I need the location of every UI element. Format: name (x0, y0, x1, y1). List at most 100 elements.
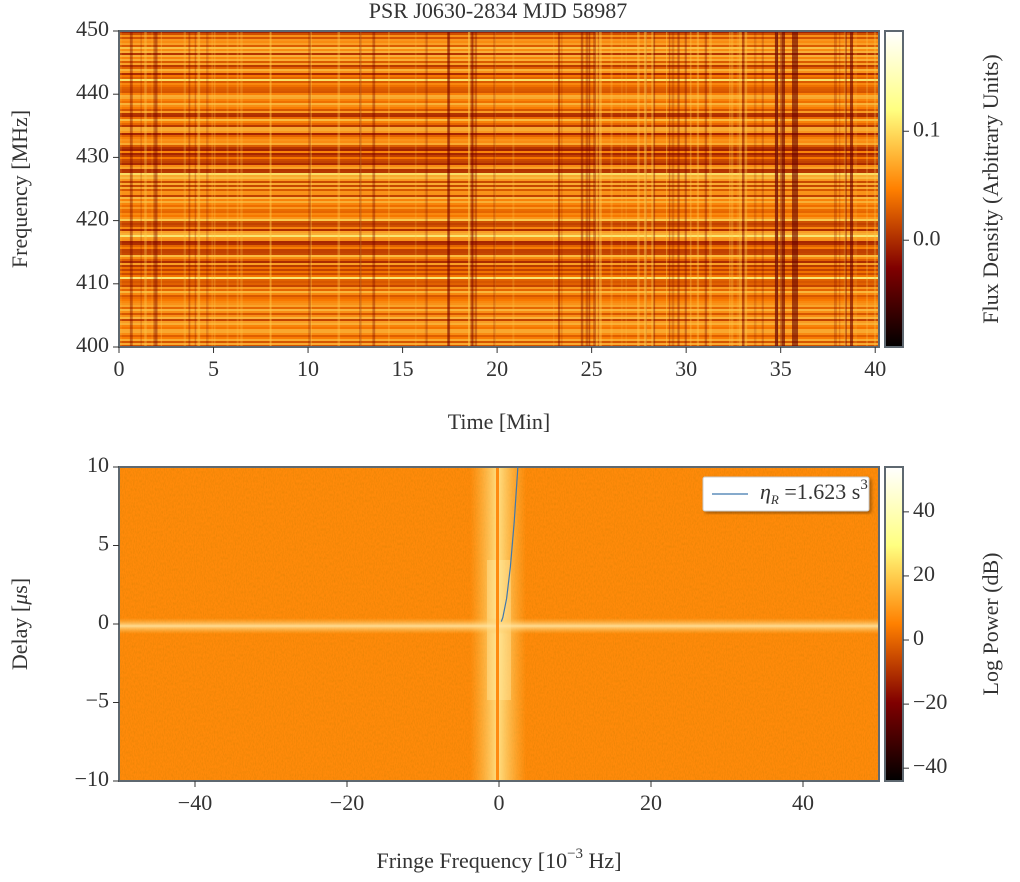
x-tick-label: −20 (330, 790, 364, 815)
heatmap-texture (119, 99, 879, 101)
heatmap-texture (119, 253, 879, 255)
heatmap-texture (729, 31, 731, 347)
y-tick-label: 5 (98, 531, 109, 556)
heatmap-texture (593, 31, 596, 347)
heatmap-texture (739, 31, 742, 347)
heatmap-texture (119, 315, 879, 317)
y-tick-label: 410 (76, 269, 109, 294)
heatmap-texture (119, 303, 879, 305)
heatmap-texture (553, 31, 555, 347)
heatmap-texture (119, 243, 879, 245)
heatmap-texture (119, 135, 879, 137)
heatmap-texture (119, 45, 879, 47)
label-part: μ (7, 594, 32, 606)
axis-label: Delay [μs] (7, 578, 32, 670)
heatmap-texture (119, 277, 879, 279)
heatmap-texture (709, 31, 712, 347)
heatmap-texture (119, 177, 879, 179)
heatmap-texture (468, 31, 471, 347)
heatmap-texture (308, 31, 311, 347)
heatmap-texture (119, 65, 879, 67)
heatmap-texture (119, 97, 879, 99)
heatmap-texture (468, 31, 470, 347)
heatmap-texture (119, 157, 879, 159)
heatmap-texture (833, 31, 837, 347)
y-tick-label: 440 (76, 79, 109, 104)
heatmap-texture (844, 31, 848, 347)
heatmap-texture (689, 31, 692, 347)
x-axis-label: Time [Min] (448, 409, 550, 434)
heatmap-texture (119, 75, 879, 77)
heatmap-texture (119, 43, 879, 45)
heatmap-texture (119, 295, 879, 297)
heatmap-texture (792, 31, 795, 347)
heatmap-texture (119, 195, 879, 197)
x-tick-label: 30 (675, 356, 697, 381)
label-part: 3 (860, 477, 868, 493)
heatmap-texture (414, 31, 417, 347)
heatmap-texture (795, 31, 798, 347)
x-tick-label: 0 (494, 790, 505, 815)
heatmap-texture (119, 299, 879, 301)
heatmap-texture (119, 137, 879, 139)
heatmap-texture (119, 251, 879, 253)
heatmap-texture (119, 337, 879, 339)
heatmap-texture (119, 175, 879, 177)
heatmap-texture (119, 265, 879, 267)
heatmap-texture (119, 121, 879, 123)
heatmap-texture (119, 201, 879, 203)
heatmap-texture (183, 31, 186, 347)
y-axis-label: Frequency [MHz] (7, 110, 32, 268)
heatmap-texture (160, 31, 162, 347)
heatmap-texture (119, 311, 879, 313)
heatmap-texture (119, 323, 879, 325)
heatmap-texture (119, 111, 879, 113)
heatmap-texture (753, 31, 757, 347)
heatmap-texture (119, 57, 879, 59)
colorbar-label: Flux Density (Arbitrary Units) (978, 54, 1003, 323)
x-tick-label: 0 (114, 356, 125, 381)
heatmap-texture (653, 31, 656, 347)
heatmap-texture (119, 165, 879, 167)
heatmap-texture (119, 321, 879, 323)
heatmap-texture (119, 231, 879, 233)
x-tick-label: 25 (581, 356, 603, 381)
heatmap-texture (730, 31, 734, 347)
heatmap-texture (496, 467, 499, 781)
heatmap-texture (119, 309, 879, 311)
heatmap-texture (597, 31, 600, 347)
heatmap-texture (119, 209, 879, 211)
heatmap-texture (119, 53, 879, 55)
heatmap-texture (119, 263, 879, 265)
label-part: Fringe Frequency [10 (376, 848, 567, 873)
heatmap-texture (372, 31, 376, 347)
colorbar-tick-label: −40 (913, 753, 947, 778)
heatmap-texture (119, 51, 879, 53)
heatmap-texture (866, 31, 868, 347)
heatmap-texture (119, 47, 879, 49)
colorbar-tick-label: 40 (913, 497, 935, 522)
heatmap-texture (197, 31, 201, 347)
heatmap-texture (119, 271, 879, 273)
heatmap-texture (236, 31, 239, 347)
heatmap-texture (119, 187, 879, 189)
heatmap-texture (119, 239, 879, 241)
y-tick-label: 420 (76, 206, 109, 231)
heatmap-texture (119, 285, 879, 287)
heatmap-texture (206, 31, 209, 347)
heatmap-texture (119, 275, 879, 277)
y-tick-label: −10 (75, 766, 109, 791)
heatmap-texture (119, 191, 879, 193)
heatmap-texture (645, 31, 647, 347)
heatmap-texture (119, 213, 879, 215)
heatmap-texture (119, 245, 879, 247)
heatmap-texture (684, 31, 687, 347)
heatmap-texture (844, 31, 846, 347)
heatmap-texture (119, 145, 879, 147)
heatmap-texture (651, 31, 654, 347)
heatmap-texture (119, 307, 879, 309)
heatmap-texture (119, 225, 879, 227)
heatmap-texture (119, 73, 879, 75)
heatmap-texture (119, 293, 879, 295)
heatmap-texture (742, 31, 745, 347)
